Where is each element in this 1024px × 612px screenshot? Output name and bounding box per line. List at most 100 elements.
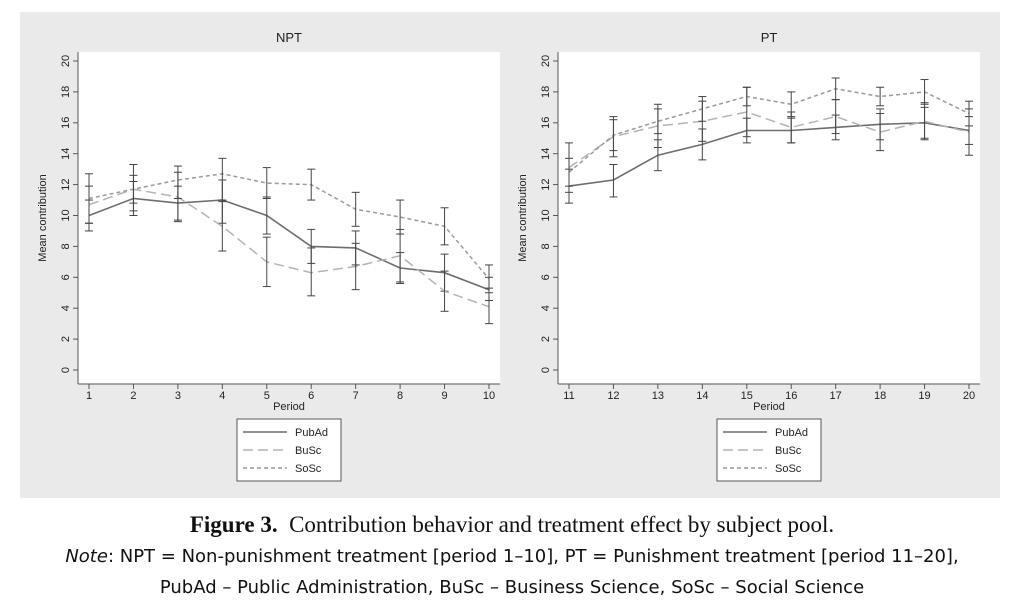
figure-panel: NPT 0 2 4 6 8 10 12 14 16 18 20 Mean contribution 1 2 3… — [20, 12, 1000, 498]
legend-label-busc: BuSc — [775, 445, 802, 457]
plot-area — [78, 52, 500, 384]
error-bar-sosc — [485, 264, 493, 294]
error-bar-sosc — [262, 167, 271, 200]
y-tick-label: 2 — [60, 336, 72, 342]
y-tick-label: 14 — [540, 148, 552, 160]
error-bar-sosc — [609, 119, 618, 152]
error-bar-busc — [440, 270, 449, 312]
legend-label-busc: BuSc — [295, 445, 322, 457]
y-tick-label: 18 — [60, 86, 72, 98]
y-tick-label: 4 — [60, 305, 72, 311]
error-bar-sosc — [173, 165, 182, 200]
legend-label-pubad: PubAd — [295, 427, 328, 439]
x-tick-label: 18 — [874, 390, 886, 402]
chart-title: NPT — [276, 30, 302, 45]
y-tick-label: 2 — [540, 336, 552, 342]
y-tick-label: 14 — [60, 148, 72, 160]
x-axis-label: Period — [753, 401, 785, 413]
error-bar-busc — [351, 242, 360, 291]
error-bar-sosc — [565, 157, 573, 187]
caption-label: Figure 3. — [189, 512, 278, 537]
x-tick-label: 12 — [607, 390, 619, 402]
figure-caption: Figure 3. Contribution behavior and trea… — [0, 512, 1024, 538]
x-tick-label: 20 — [963, 390, 975, 402]
error-bar-sosc — [920, 79, 929, 105]
y-tick-label: 12 — [60, 178, 72, 190]
error-bar-pubad — [609, 164, 618, 198]
error-bar-sosc — [396, 199, 405, 235]
chart-title: PT — [761, 30, 778, 45]
x-tick-label: 15 — [741, 390, 753, 402]
note-text-1: : NPT = Non-punishment treatment [period… — [107, 546, 959, 567]
figure-note-line-2: PubAd – Public Administration, BuSc – Bu… — [0, 577, 1024, 598]
x-tick-label: 7 — [353, 390, 359, 402]
caption-text: Contribution behavior and treatment effe… — [289, 512, 835, 537]
x-tick-label: 13 — [652, 390, 664, 402]
y-tick-label: 10 — [540, 209, 552, 221]
series-line-pubad — [88, 197, 490, 291]
error-bar-sosc — [351, 191, 360, 227]
y-tick-label: 18 — [540, 86, 552, 98]
error-bar-busc — [876, 113, 885, 152]
error-bar-sosc — [218, 157, 227, 201]
x-tick-label: 8 — [397, 390, 403, 402]
y-tick-label: 20 — [540, 55, 552, 67]
y-tick-label: 8 — [60, 243, 72, 249]
note-text-2: PubAd – Public Administration, BuSc – Bu… — [159, 577, 865, 598]
y-tick-label: 4 — [540, 305, 552, 311]
x-tick-label: 5 — [264, 390, 270, 402]
error-bar-sosc — [831, 77, 840, 101]
x-tick-label: 1 — [86, 390, 92, 402]
y-tick-label: 8 — [540, 243, 552, 249]
legend-label-pubad: PubAd — [775, 427, 808, 439]
series-line-busc — [88, 188, 490, 308]
y-tick-label: 6 — [540, 274, 552, 280]
error-bar-busc — [307, 247, 316, 297]
error-bar-sosc — [307, 168, 316, 201]
x-tick-label: 10 — [483, 390, 495, 402]
legend-label-sosc: SoSc — [295, 463, 322, 475]
legend: PubAd BuSc SoSc — [716, 418, 822, 482]
series-line-sosc — [568, 88, 970, 173]
y-tick-label: 0 — [60, 367, 72, 373]
x-tick-label: 3 — [175, 390, 181, 402]
chart-panel-pt: PT 0 2 4 6 8 10 12 14 16 18 20 Mean contribution 11 12… — [517, 30, 980, 482]
figure-note-line-1: Note: NPT = Non-punishment treatment [pe… — [0, 546, 1024, 567]
error-bar-sosc — [129, 164, 138, 212]
x-tick-label: 17 — [830, 390, 842, 402]
y-tick-label: 6 — [60, 274, 72, 280]
y-tick-label: 20 — [60, 55, 72, 67]
x-tick-label: 2 — [130, 390, 136, 402]
error-bar-sosc — [653, 108, 662, 135]
series-line-busc — [568, 111, 970, 169]
x-tick-label: 4 — [219, 390, 225, 402]
y-tick-label: 12 — [540, 178, 552, 190]
legend: PubAd BuSc SoSc — [236, 418, 342, 482]
x-tick-label: 14 — [696, 390, 708, 402]
series-line-sosc — [88, 173, 490, 280]
y-axis-label: Mean contribution — [37, 174, 49, 261]
x-tick-label: 19 — [918, 390, 930, 402]
note-label: Note — [65, 546, 108, 567]
x-tick-label: 6 — [308, 390, 314, 402]
y-tick-label: 10 — [60, 209, 72, 221]
error-bar-busc — [262, 236, 271, 288]
error-bar-busc — [218, 201, 227, 252]
error-bar-sosc — [698, 96, 707, 122]
x-tick-label: 16 — [785, 390, 797, 402]
y-tick-label: 0 — [540, 367, 552, 373]
legend-label-sosc: SoSc — [775, 463, 802, 475]
y-tick-label: 16 — [60, 117, 72, 129]
error-bar-sosc — [440, 207, 449, 246]
legend-box — [236, 418, 342, 482]
plot-area — [558, 52, 980, 384]
x-tick-label: 11 — [563, 390, 574, 402]
error-bar-sosc — [965, 100, 973, 127]
series-line-pubad — [568, 121, 970, 187]
y-tick-label: 16 — [540, 117, 552, 129]
y-axis-label: Mean contribution — [517, 174, 529, 261]
error-bar-sosc — [876, 86, 885, 107]
x-axis-label: Period — [273, 401, 305, 413]
